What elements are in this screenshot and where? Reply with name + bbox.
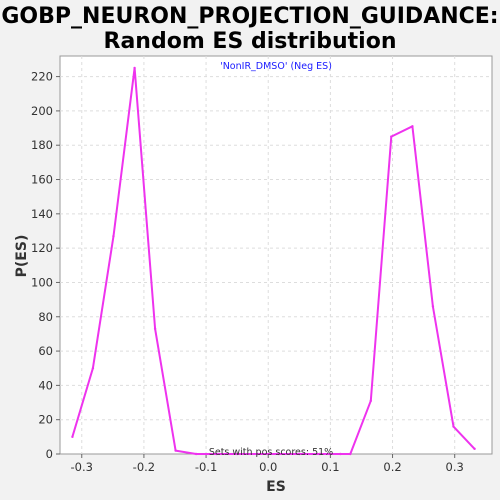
data-point [194, 452, 198, 456]
y-tick-label: 180 [31, 138, 53, 152]
y-tick-label: 140 [31, 207, 53, 221]
x-tick-label: -0.2 [133, 460, 155, 474]
data-point [215, 452, 218, 456]
data-point [256, 452, 259, 456]
chart-title-line-2: Random ES distribution [103, 29, 397, 54]
series-layer [71, 66, 476, 456]
y-tick-label: 120 [31, 241, 53, 255]
data-point [390, 135, 393, 138]
data-point [133, 66, 136, 70]
y-tick-label: 40 [38, 378, 53, 392]
grid [60, 56, 492, 454]
data-point [473, 447, 476, 451]
y-tick-label: 100 [31, 275, 53, 289]
y-tick-label: 200 [31, 104, 53, 118]
data-point [369, 399, 372, 403]
y-tick-label: 220 [31, 70, 53, 84]
x-axis-label: ES [266, 479, 286, 495]
data-point [235, 452, 239, 456]
y-axis-label: P(ES) [14, 235, 30, 278]
y-tick-label: 80 [38, 310, 53, 324]
x-tick-label: 0.2 [383, 460, 401, 474]
y-tick-label: 0 [46, 447, 53, 461]
y-tick-label: 60 [38, 344, 53, 358]
data-point [318, 452, 322, 456]
data-point [71, 435, 74, 439]
data-point [153, 327, 157, 330]
data-point [339, 452, 342, 456]
data-point [91, 367, 95, 370]
data-point [174, 449, 177, 452]
x-tick-label: 0.0 [259, 460, 277, 474]
pos-scores-annotation: Sets with pos scores: 51% [209, 447, 333, 458]
data-point [277, 452, 280, 456]
chart-subtitle: 'NonIR_DMSO' (Neg ES) [220, 61, 332, 72]
data-point [349, 452, 352, 456]
x-tick-label: -0.3 [71, 460, 93, 474]
data-point [411, 125, 414, 128]
chart-title-line-1: GOBP_NEURON_PROJECTION_GUIDANCE: [1, 4, 499, 29]
y-tick-label: 160 [31, 173, 53, 187]
x-tick-label: 0.1 [321, 460, 339, 474]
data-point [298, 452, 301, 456]
data-point [431, 305, 435, 308]
x-tick-label: -0.1 [195, 460, 217, 474]
x-tick-label: 0.3 [446, 460, 464, 474]
data-point [452, 425, 455, 428]
data-point [112, 234, 115, 238]
plot-area [59, 55, 493, 455]
y-tick-label: 20 [38, 413, 53, 427]
axes: 0 20 40 60 80 100 120 140 160 180 200 220 -0.3 -0.2 -0… [31, 70, 464, 474]
